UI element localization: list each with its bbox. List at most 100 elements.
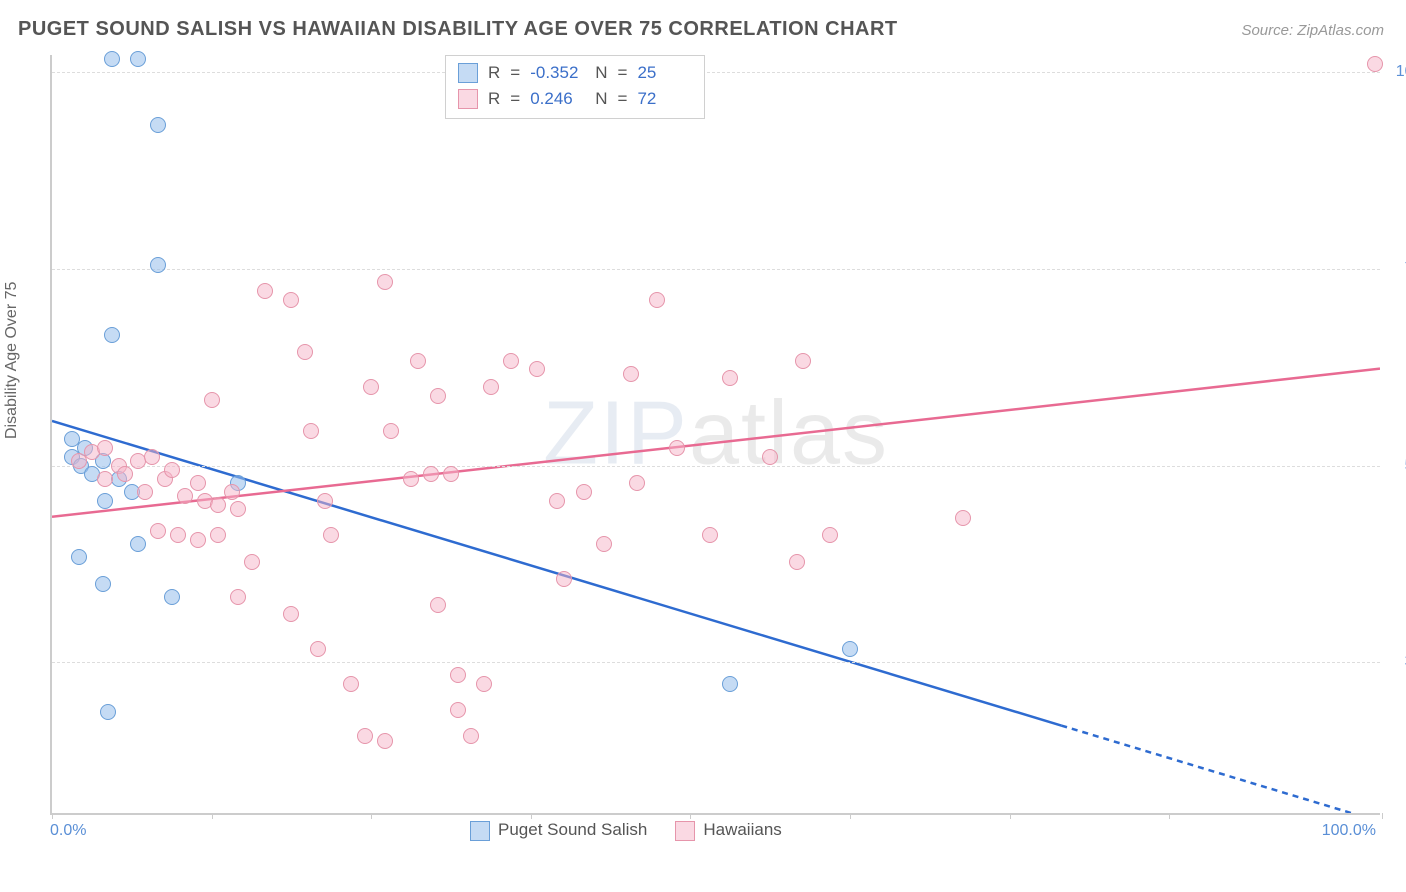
point-series2 — [377, 733, 393, 749]
point-series2 — [317, 493, 333, 509]
point-series1 — [150, 117, 166, 133]
x-tick-mark — [1382, 813, 1383, 819]
r-value-series2: 0.246 — [530, 89, 585, 109]
point-series2 — [403, 471, 419, 487]
point-series2 — [423, 466, 439, 482]
point-series2 — [596, 536, 612, 552]
point-series2 — [297, 344, 313, 360]
x-tick-mark — [690, 813, 691, 819]
point-series2 — [623, 366, 639, 382]
x-tick-mark — [371, 813, 372, 819]
point-series2 — [629, 475, 645, 491]
n-label: N — [595, 89, 607, 109]
point-series2 — [955, 510, 971, 526]
legend-row-series1: R = -0.352 N = 25 — [458, 60, 692, 86]
x-axis-max-label: 100.0% — [1322, 822, 1376, 840]
point-series1 — [150, 257, 166, 273]
point-series2 — [529, 361, 545, 377]
point-series1 — [71, 549, 87, 565]
watermark-part2: atlas — [689, 384, 889, 484]
legend-item-series1: Puget Sound Salish — [470, 820, 647, 841]
gridline — [52, 72, 1380, 73]
point-series2 — [795, 353, 811, 369]
point-series2 — [443, 466, 459, 482]
point-series2 — [702, 527, 718, 543]
n-value-series2: 72 — [637, 89, 692, 109]
point-series2 — [210, 527, 226, 543]
chart-title: PUGET SOUND SALISH VS HAWAIIAN DISABILIT… — [18, 18, 898, 41]
y-tick-label: 32.5% — [1390, 653, 1406, 671]
point-series2 — [210, 497, 226, 513]
legend-item-series2: Hawaiians — [675, 820, 781, 841]
point-series2 — [137, 484, 153, 500]
correlation-legend: R = -0.352 N = 25 R = 0.246 N = 72 — [445, 55, 705, 119]
point-series2 — [430, 597, 446, 613]
point-series2 — [503, 353, 519, 369]
n-value-series1: 25 — [637, 63, 692, 83]
point-series2 — [410, 353, 426, 369]
point-series2 — [576, 484, 592, 500]
series2-name: Hawaiians — [703, 820, 781, 839]
point-series2 — [549, 493, 565, 509]
point-series2 — [190, 532, 206, 548]
y-tick-label: 77.5% — [1390, 260, 1406, 278]
point-series2 — [230, 589, 246, 605]
point-series2 — [144, 449, 160, 465]
point-series2 — [97, 440, 113, 456]
point-series2 — [669, 440, 685, 456]
point-series1 — [95, 576, 111, 592]
point-series2 — [190, 475, 206, 491]
r-value-series1: -0.352 — [530, 63, 585, 83]
series1-name: Puget Sound Salish — [498, 820, 647, 839]
point-series2 — [789, 554, 805, 570]
swatch-series2 — [675, 821, 695, 841]
point-series2 — [323, 527, 339, 543]
equals: = — [510, 63, 520, 83]
point-series2 — [383, 423, 399, 439]
point-series1 — [842, 641, 858, 657]
point-series1 — [104, 327, 120, 343]
gridline — [52, 662, 1380, 663]
point-series2 — [450, 667, 466, 683]
y-tick-label: 55.0% — [1390, 457, 1406, 475]
point-series1 — [104, 51, 120, 67]
point-series2 — [283, 292, 299, 308]
point-series2 — [343, 676, 359, 692]
point-series2 — [150, 523, 166, 539]
point-series2 — [649, 292, 665, 308]
y-tick-label: 100.0% — [1390, 63, 1406, 81]
point-series2 — [204, 392, 220, 408]
equals: = — [618, 63, 628, 83]
point-series2 — [463, 728, 479, 744]
plot-area: ZIPatlas 32.5%55.0%77.5%100.0% — [50, 55, 1380, 815]
x-tick-mark — [212, 813, 213, 819]
point-series2 — [722, 370, 738, 386]
x-tick-mark — [531, 813, 532, 819]
point-series1 — [164, 589, 180, 605]
gridline — [52, 269, 1380, 270]
equals: = — [618, 89, 628, 109]
point-series1 — [100, 704, 116, 720]
point-series1 — [97, 493, 113, 509]
x-tick-mark — [1010, 813, 1011, 819]
point-series1 — [130, 51, 146, 67]
point-series2 — [257, 283, 273, 299]
point-series1 — [130, 536, 146, 552]
point-series2 — [762, 449, 778, 465]
watermark-part1: ZIP — [543, 384, 689, 484]
point-series2 — [117, 466, 133, 482]
point-series2 — [303, 423, 319, 439]
swatch-series1 — [470, 821, 490, 841]
point-series2 — [377, 274, 393, 290]
watermark: ZIPatlas — [543, 383, 889, 486]
point-series2 — [230, 501, 246, 517]
point-series1 — [722, 676, 738, 692]
point-series2 — [476, 676, 492, 692]
point-series2 — [224, 484, 240, 500]
point-series2 — [1367, 56, 1383, 72]
n-label: N — [595, 63, 607, 83]
point-series2 — [310, 641, 326, 657]
x-tick-mark — [52, 813, 53, 819]
point-series2 — [556, 571, 572, 587]
x-axis-min-label: 0.0% — [50, 822, 86, 840]
